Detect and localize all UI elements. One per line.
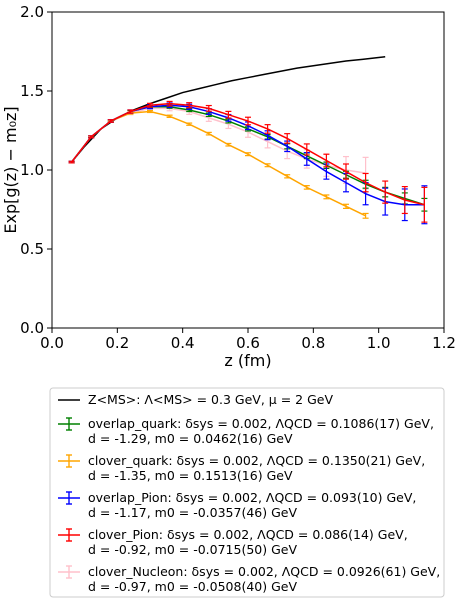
y-axis-label: Exp[g(z) − m₀z] [1,106,20,233]
error-bar [343,163,349,180]
x-tick-label: 0.8 [301,334,325,352]
error-bar [303,185,310,190]
error-bar [205,104,212,112]
y-tick-label: 1.0 [20,161,44,179]
legend-item: clover_Nucleon: δsys = 0.002, ΛQCD = 0.0… [58,564,440,594]
legend-label: clover_Nucleon: δsys = 0.002, ΛQCD = 0.0… [88,564,440,579]
error-bar [245,116,251,126]
error-bar [127,109,134,114]
error-bar [205,131,212,136]
error-bar [401,185,408,215]
axes: 0.0 0.2 0.4 0.6 0.8 1.0 1.2 0.0 0.5 1.0 1.5 2.0 [20,3,456,352]
error-bar [147,109,153,114]
error-bar [303,143,310,156]
x-axis-label: z (fm) [224,351,271,370]
legend-label: d = -1.17, m0 = -0.0357(46) GeV [88,505,297,520]
legend-label: d = -1.35, m0 = 0.1513(16) GeV [88,468,293,483]
legend-label: clover_quark: δsys = 0.002, ΛQCD = 0.135… [88,453,425,468]
legend: Z<MS>: Λ<MS> = 0.3 GeV, μ = 2 GeV overlap… [49,387,445,598]
legend-item: overlap_Pion: δsys = 0.002, ΛQCD = 0.093… [58,490,416,520]
x-tick-label: 1.0 [367,334,391,352]
y-tick-label: 0.5 [20,240,44,258]
error-bar [323,153,330,168]
y-tick-label: 0.0 [20,319,44,337]
legend-label: d = -1.29, m0 = 0.0462(16) GeV [88,431,293,446]
error-bar [68,160,75,164]
plot-area [68,55,428,225]
legend-label: d = -0.97, m0 = -0.0508(40) GeV [88,579,297,594]
error-bar [88,135,95,139]
error-bar [166,114,173,118]
legend-item: overlap_quark: δsys = 0.002, ΛQCD = 0.10… [58,416,434,446]
x-tick-label: 0.0 [40,334,64,352]
legend-frame [49,387,445,598]
legend-item: clover_Pion: δsys = 0.002, ΛQCD = 0.086(… [58,527,408,557]
error-bar [186,122,193,126]
legend-label: overlap_Pion: δsys = 0.002, ΛQCD = 0.093… [88,490,416,505]
error-bar [245,152,251,157]
y-tick-label: 2.0 [20,3,44,21]
error-bar [382,180,389,204]
error-bar [225,110,232,119]
x-tick-label: 0.4 [171,334,195,352]
x-tick-label: 1.2 [432,334,456,352]
legend-label: clover_Pion: δsys = 0.002, ΛQCD = 0.086(… [88,527,408,542]
error-bar [264,163,271,168]
error-bar [225,142,232,147]
legend-item: clover_quark: δsys = 0.002, ΛQCD = 0.135… [58,453,425,483]
error-bar [323,194,330,200]
error-bar [362,172,369,193]
error-bar [284,174,291,179]
error-bar [284,133,291,144]
legend-label: Z<MS>: Λ<MS> = 0.3 GeV, μ = 2 GeV [88,392,333,407]
error-bar [343,203,349,209]
legend-label: overlap_quark: δsys = 0.002, ΛQCD = 0.10… [88,416,434,431]
x-tick-label: 0.6 [236,334,260,352]
error-bar [147,102,153,108]
x-tick-label: 0.2 [105,334,129,352]
error-bar [186,102,193,109]
error-bar [107,119,114,123]
series-clover-pion [68,100,428,223]
y-tick-label: 1.5 [20,82,44,100]
legend-label: d = -0.92, m0 = -0.0715(50) GeV [88,542,297,557]
error-bar [264,124,271,134]
legend-item: Z<MS>: Λ<MS> = 0.3 GeV, μ = 2 GeV [58,392,333,407]
error-bar [362,212,369,219]
plot-frame [51,11,445,329]
error-bar [166,100,173,107]
error-bar [421,186,428,223]
